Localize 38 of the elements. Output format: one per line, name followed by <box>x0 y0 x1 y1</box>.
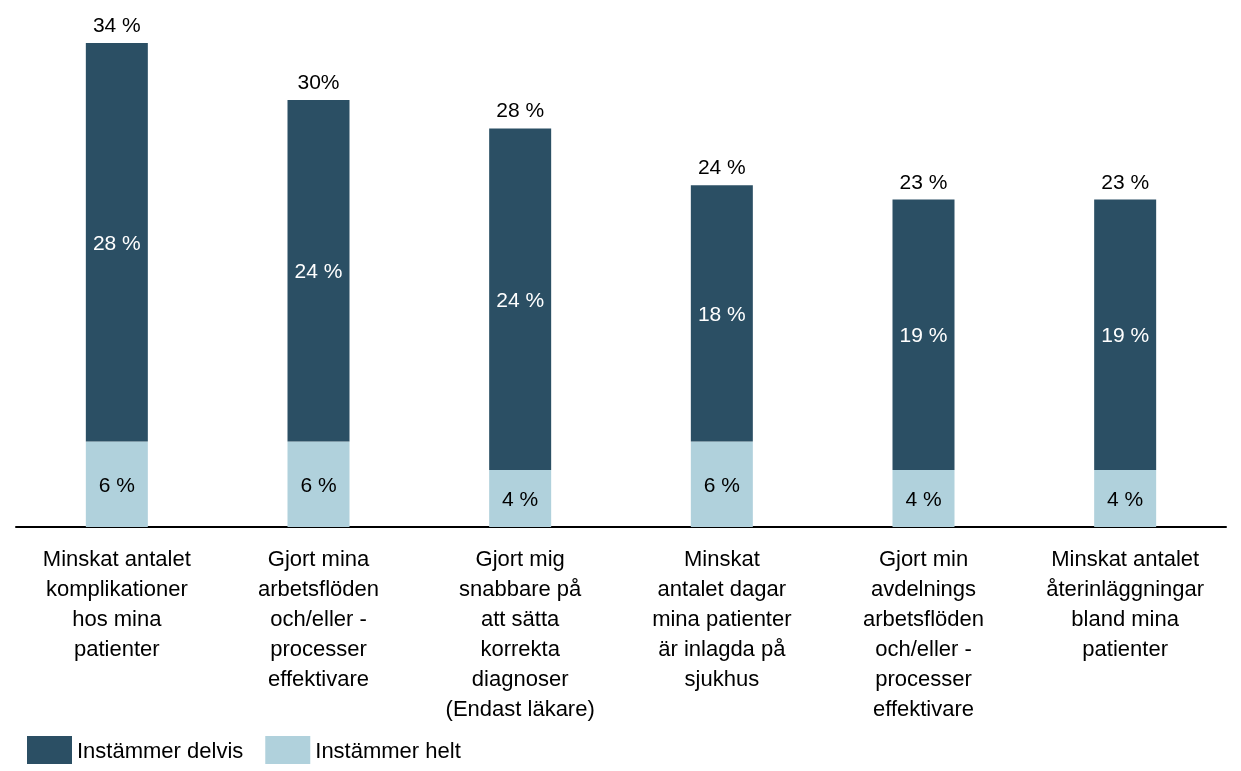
x-tick-label: Gjort mina arbetsflöden och/eller - processer effektivare <box>257 545 380 691</box>
total-label: 23 % <box>1101 169 1150 193</box>
data-label: 6 % <box>98 472 135 496</box>
bar <box>690 185 753 442</box>
bar <box>287 99 350 442</box>
data-label: 6 % <box>300 472 337 496</box>
data-label: 19 % <box>899 323 948 347</box>
data-label: 6 % <box>703 472 740 496</box>
bar <box>85 43 148 442</box>
bar <box>489 128 552 471</box>
data-label: 4 % <box>905 487 942 511</box>
legend-label: Instämmer delvis <box>77 737 244 763</box>
total-label: 34 % <box>92 13 141 36</box>
data-label: 24 % <box>496 287 545 311</box>
total-label: 23 % <box>899 169 948 193</box>
bar <box>287 441 350 527</box>
total-label: 30% <box>297 69 340 93</box>
total-label: 24 % <box>697 155 746 179</box>
bar <box>892 199 955 471</box>
data-label: 18 % <box>697 301 746 325</box>
x-tick-label: Minskat antalet komplikationer hos mina patienter <box>42 545 191 661</box>
bar <box>489 470 552 527</box>
x-tick-label: Minskat antalet återinläggningar bland mina patienter <box>1046 545 1205 661</box>
x-tick-label: Gjort min avdelnings arbetsflöden och/eller - processer effektivare <box>862 545 985 721</box>
bar <box>1094 199 1157 471</box>
data-label: 4 % <box>502 487 539 511</box>
bar <box>85 441 148 527</box>
data-label: 19 % <box>1101 323 1150 347</box>
total-label: 28 % <box>496 98 545 122</box>
bar <box>892 470 955 527</box>
data-label: 4 % <box>1107 487 1144 511</box>
data-label: 28 % <box>92 230 141 254</box>
x-tick-label: Minskat antalet dagar mina patienter är inlagda på sjukhus <box>652 545 792 691</box>
x-tick-label: Gjort mig snabbare på att sätta korrekta diagnoser (Endast läkare) <box>445 545 595 721</box>
bar <box>1094 470 1157 527</box>
legend-label: Instämmer helt <box>315 737 461 763</box>
data-label: 24 % <box>294 259 343 283</box>
bar <box>690 441 753 527</box>
